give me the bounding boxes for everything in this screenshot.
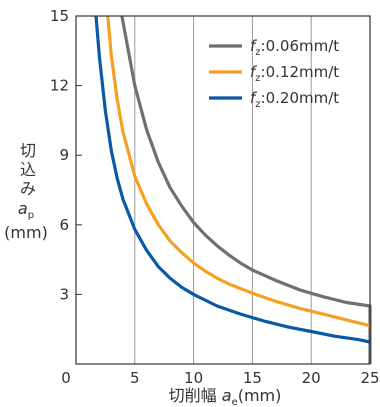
y-tick-label-9: 9	[59, 146, 69, 164]
y-axis-ticks: 3 6 9 12 15	[50, 7, 82, 303]
y-label-char-2: 込	[20, 160, 36, 179]
x-tick-label-5: 5	[130, 369, 140, 387]
legend-label-2: fz:0.12mm/t	[250, 63, 339, 84]
y-tick-label-3: 3	[59, 285, 69, 303]
y-tick-label-6: 6	[59, 216, 69, 234]
legend-label-3: fz:0.20mm/t	[250, 89, 339, 110]
x-tick-label-10: 10	[184, 369, 203, 387]
y-tick-label-15: 15	[50, 7, 69, 25]
vertical-gridlines	[134, 16, 312, 364]
series-line-2	[106, 15, 371, 328]
legend: fz:0.06mm/t fz:0.12mm/t fz:0.20mm/t	[209, 37, 339, 110]
plot-frame	[75, 15, 371, 365]
series-lines	[94, 15, 372, 364]
y-tick-label-12: 12	[50, 77, 69, 95]
x-tick-label-15: 15	[243, 369, 262, 387]
x-axis-label: 切削幅 ae(mm)	[169, 386, 282, 407]
series-line-1	[120, 15, 372, 364]
x-tick-label-0: 0	[61, 369, 71, 387]
x-tick-label-20: 20	[302, 369, 321, 387]
y-axis-label: 切 込 み ap (mm)	[4, 141, 48, 242]
y-label-unit: (mm)	[4, 223, 48, 242]
y-label-variable: ap	[18, 199, 34, 221]
y-label-char-1: 切	[20, 141, 36, 160]
y-label-char-3: み	[20, 179, 36, 198]
x-axis-ticks: 0 5 10 15 20 25	[61, 369, 379, 387]
x-tick-label-25: 25	[360, 369, 379, 387]
legend-label-1: fz:0.06mm/t	[250, 37, 339, 58]
series-line-3	[94, 15, 371, 344]
